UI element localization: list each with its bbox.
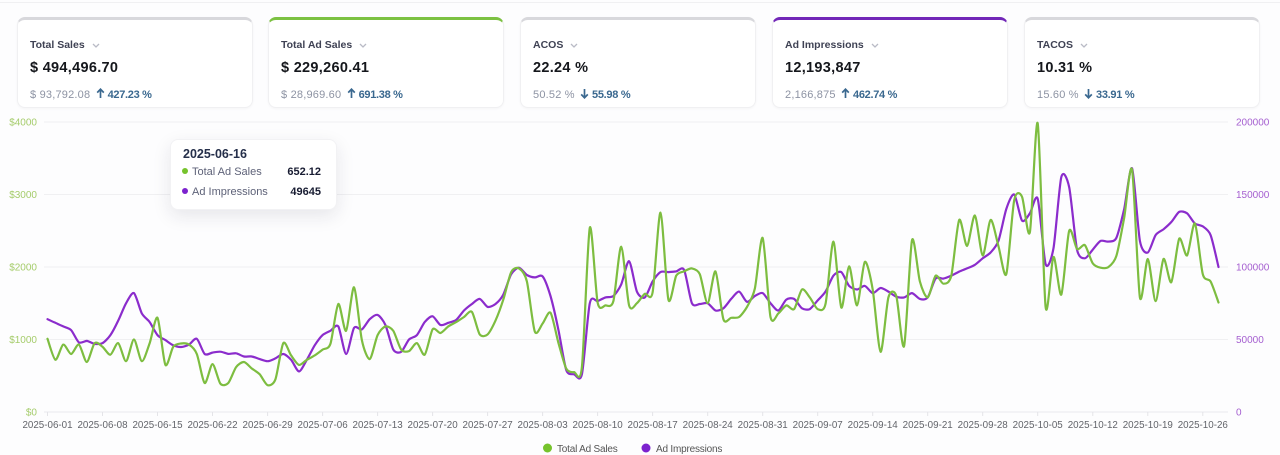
- svg-text:2025-08-31: 2025-08-31: [738, 420, 788, 431]
- svg-text:2025-07-20: 2025-07-20: [408, 420, 459, 431]
- svg-text:$4000: $4000: [9, 118, 37, 129]
- svg-text:2025-08-17: 2025-08-17: [628, 420, 678, 431]
- svg-text:50000: 50000: [1236, 335, 1264, 346]
- svg-text:2025-06-29: 2025-06-29: [243, 420, 293, 431]
- svg-text:$3000: $3000: [9, 190, 37, 201]
- svg-text:2025-06-22: 2025-06-22: [187, 420, 237, 431]
- svg-text:2025-08-10: 2025-08-10: [573, 420, 624, 431]
- svg-text:100000: 100000: [1236, 263, 1270, 274]
- svg-text:2025-10-05: 2025-10-05: [1013, 420, 1064, 431]
- svg-text:2025-07-06: 2025-07-06: [298, 420, 349, 431]
- svg-text:2025-06-08: 2025-06-08: [77, 420, 128, 431]
- svg-text:2025-06-15: 2025-06-15: [132, 420, 183, 431]
- svg-text:150000: 150000: [1236, 190, 1270, 201]
- svg-text:2025-09-14: 2025-09-14: [848, 420, 899, 431]
- svg-text:2025-10-12: 2025-10-12: [1068, 420, 1118, 431]
- svg-text:2025-10-19: 2025-10-19: [1123, 420, 1173, 431]
- svg-text:2025-08-24: 2025-08-24: [683, 420, 734, 431]
- svg-text:$0: $0: [26, 408, 38, 419]
- svg-text:Total Ad Sales: Total Ad Sales: [557, 444, 618, 455]
- svg-text:$1000: $1000: [9, 335, 37, 346]
- svg-text:2025-06-01: 2025-06-01: [22, 420, 72, 431]
- svg-text:2025-09-28: 2025-09-28: [958, 420, 1009, 431]
- svg-text:$2000: $2000: [9, 263, 37, 274]
- svg-text:2025-07-27: 2025-07-27: [463, 420, 513, 431]
- svg-text:0: 0: [1236, 408, 1242, 419]
- svg-text:2025-08-03: 2025-08-03: [518, 420, 569, 431]
- svg-text:2025-09-21: 2025-09-21: [903, 420, 953, 431]
- svg-text:200000: 200000: [1236, 118, 1270, 129]
- svg-text:2025-09-07: 2025-09-07: [793, 420, 843, 431]
- svg-text:2025-10-26: 2025-10-26: [1178, 420, 1229, 431]
- svg-text:Ad Impressions: Ad Impressions: [656, 444, 722, 455]
- svg-text:2025-07-13: 2025-07-13: [353, 420, 404, 431]
